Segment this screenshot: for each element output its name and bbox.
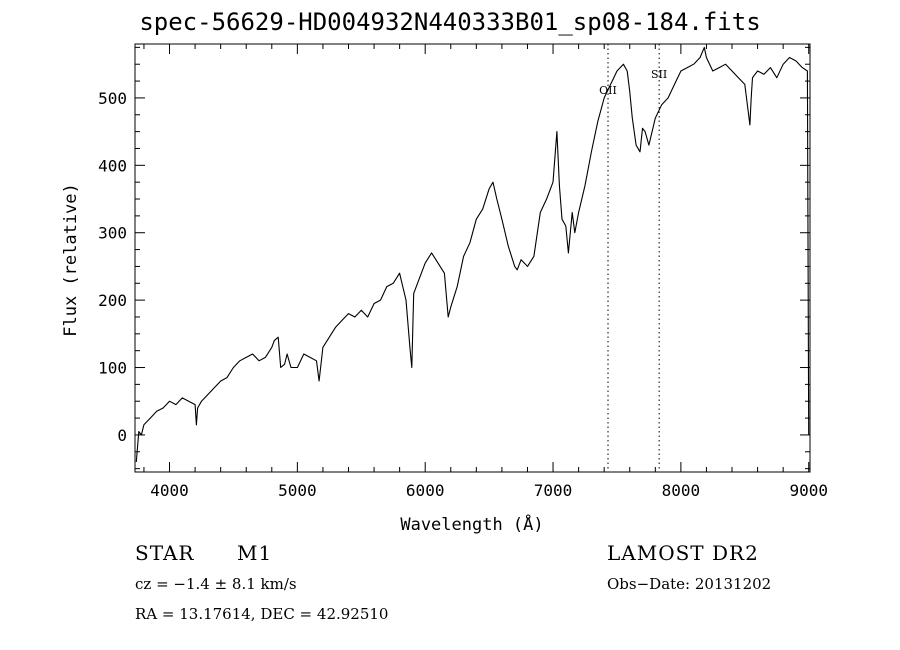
x-tick-label: 9000 — [789, 481, 828, 500]
spectrum-line — [135, 46, 810, 462]
x-tick-label: 6000 — [406, 481, 445, 500]
object-subclass: M1 — [237, 541, 273, 565]
redshift-velocity: cz = −1.4 ± 8.1 km/s — [135, 575, 297, 593]
observation-date: Obs−Date: 20131202 — [607, 575, 772, 593]
object-class: STAR — [135, 541, 195, 565]
y-tick-label: 100 — [98, 359, 127, 378]
y-tick-label: 500 — [98, 89, 127, 108]
chart-title: spec-56629-HD004932N440333B01_sp08-184.f… — [139, 8, 761, 36]
y-tick-label: 0 — [117, 426, 127, 445]
x-axis-label: Wavelength (Å) — [400, 513, 543, 535]
x-tick-label: 4000 — [150, 481, 189, 500]
y-tick-label: 300 — [98, 224, 127, 243]
x-tick-label: 5000 — [278, 481, 317, 500]
y-axis-label: Flux (relative) — [61, 183, 81, 337]
y-tick-label: 200 — [98, 291, 127, 310]
plot-frame — [134, 43, 811, 473]
x-tick-label: 8000 — [662, 481, 701, 500]
sky-coordinates: RA = 13.17614, DEC = 42.92510 — [135, 605, 389, 623]
reference-line-label: SII — [651, 68, 667, 81]
y-tick-label: 400 — [98, 156, 127, 175]
survey-name: LAMOST DR2 — [607, 541, 759, 565]
x-tick-label: 7000 — [534, 481, 573, 500]
